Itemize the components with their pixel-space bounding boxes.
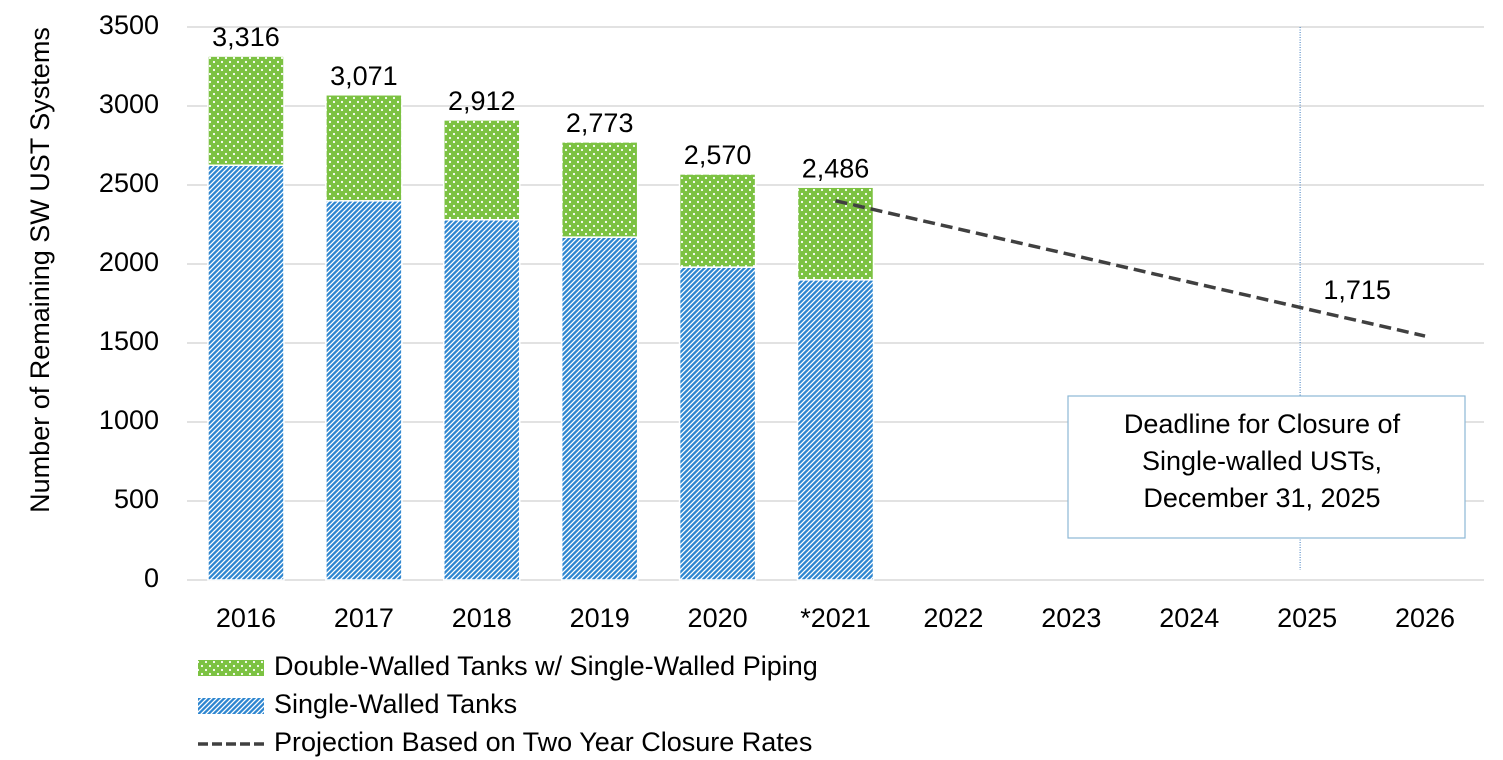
legend-swatch	[198, 698, 264, 714]
annotation-text: Single-walled USTs,	[1142, 446, 1382, 476]
x-tick-label: 2024	[1159, 603, 1219, 633]
bar-segment	[325, 94, 403, 202]
y-axis-label: Number of Remaining SW UST Systems	[25, 27, 55, 513]
y-tick-label: 3000	[99, 89, 159, 119]
bar-segment	[796, 186, 875, 281]
annotation-box	[1067, 395, 1466, 539]
x-tick-label: 2023	[1041, 603, 1101, 633]
total-label: 3,071	[330, 61, 398, 91]
bar-segment	[325, 200, 403, 581]
x-tick-label: 2022	[923, 603, 983, 633]
bar-segment	[678, 266, 757, 581]
legend-label: Projection Based on Two Year Closure Rat…	[274, 727, 812, 757]
bar-segment	[678, 173, 757, 268]
annotation-text: Deadline for Closure of	[1124, 409, 1401, 439]
y-tick-label: 2500	[99, 168, 159, 198]
bar-segment	[207, 55, 285, 166]
legend-label: Double-Walled Tanks w/ Single-Walled Pip…	[274, 651, 818, 681]
total-label: 3,316	[212, 22, 280, 52]
x-tick-label: 2020	[688, 603, 748, 633]
y-tick-label: 1000	[99, 405, 159, 435]
bar-segment	[207, 164, 285, 581]
bar-segment	[560, 236, 639, 581]
legend-swatch	[198, 660, 264, 676]
bar-segment	[796, 279, 875, 581]
x-tick-label: 2018	[452, 603, 512, 633]
projection-line	[835, 199, 1426, 338]
x-tick-label: 2016	[216, 603, 276, 633]
x-tick-label: 2017	[334, 603, 394, 633]
bar-segment	[443, 219, 521, 581]
y-tick-label: 0	[144, 563, 159, 593]
total-label: 2,486	[802, 153, 870, 183]
y-tick-label: 3500	[99, 10, 159, 40]
y-tick-label: 1500	[99, 326, 159, 356]
bar-segment	[443, 119, 521, 221]
annotation-text: December 31, 2025	[1143, 483, 1380, 513]
x-tick-label: 2026	[1395, 603, 1455, 633]
total-label: 2,773	[566, 108, 634, 138]
total-label: 2,570	[684, 140, 752, 170]
x-tick-label: *2021	[800, 603, 871, 633]
total-label: 2,912	[448, 86, 516, 116]
x-tick-label: 2019	[570, 603, 630, 633]
y-tick-label: 500	[114, 484, 159, 514]
data-label: 1,715	[1323, 275, 1391, 305]
x-tick-label: 2025	[1277, 603, 1337, 633]
legend-label: Single-Walled Tanks	[274, 689, 517, 719]
bar-segment	[560, 141, 639, 238]
y-tick-label: 2000	[99, 247, 159, 277]
